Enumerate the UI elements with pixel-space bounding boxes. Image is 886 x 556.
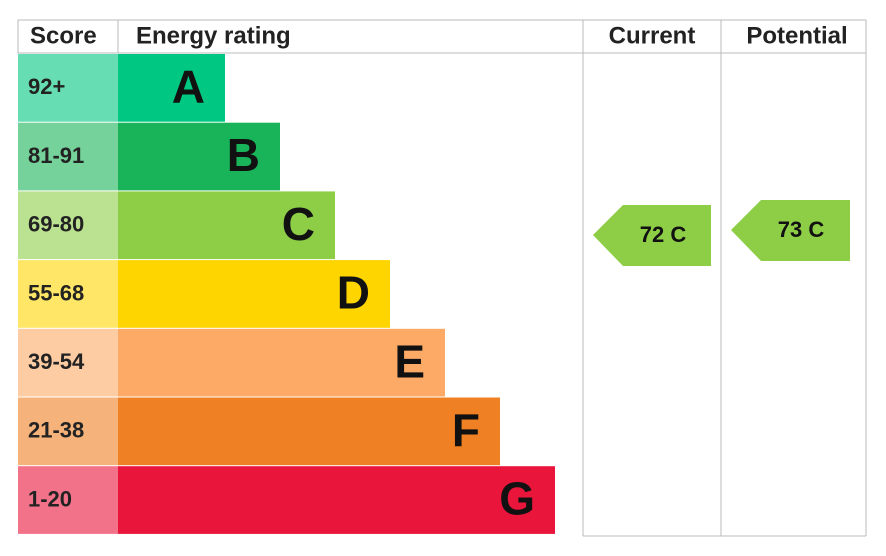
rating-bar [118,466,555,534]
rating-letter: D [337,267,370,319]
rating-letter: A [172,61,205,113]
rating-bar [118,397,500,466]
header-potential: Potential [746,22,847,49]
score-cell [18,54,118,122]
rating-bar [118,328,445,397]
rating-letter: E [394,335,425,387]
header-current: Current [609,22,696,49]
rating-bar [118,54,225,122]
rating-letter: F [452,404,480,456]
score-cell [18,466,118,534]
score-label: 21-38 [28,418,84,443]
score-label: 55-68 [28,280,84,305]
potential-label: 73 C [778,217,825,242]
score-label: 39-54 [28,349,85,374]
header-energy-rating: Energy rating [136,22,291,49]
rating-letter: C [282,198,315,250]
score-cell [18,397,118,466]
score-label: 81-91 [28,143,84,168]
rating-bar [118,260,390,328]
score-label: 1-20 [28,486,72,511]
header-row [17,19,867,54]
score-cell [18,122,118,191]
rating-bar [118,191,335,260]
rating-bar [118,122,280,191]
current-label: 72 C [640,222,687,247]
current-arrow [593,205,711,266]
rating-letter: B [227,129,260,181]
score-label: 69-80 [28,212,84,237]
score-cell [18,260,118,328]
potential-arrow [731,200,850,261]
score-label: 92+ [28,74,65,99]
score-cell [18,191,118,260]
score-cell [18,328,118,397]
header-score: Score [30,22,97,49]
rating-letter: G [499,473,535,525]
